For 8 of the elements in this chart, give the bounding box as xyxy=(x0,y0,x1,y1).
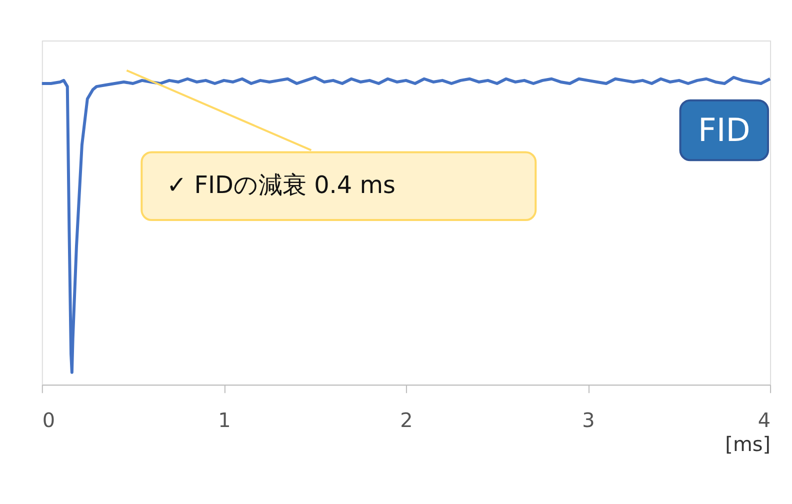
x-axis-title: [ms] xyxy=(725,432,771,456)
x-tick-label: 2 xyxy=(400,408,413,432)
annotation: ✓ FIDの減衰 0.4 ms xyxy=(166,171,396,200)
x-tick-label: 1 xyxy=(218,408,231,432)
x-tick-label: 0 xyxy=(42,408,56,432)
x-tick-label: 3 xyxy=(582,408,595,432)
x-tick-label: 4 xyxy=(758,408,771,432)
annotation: FID xyxy=(698,111,750,150)
